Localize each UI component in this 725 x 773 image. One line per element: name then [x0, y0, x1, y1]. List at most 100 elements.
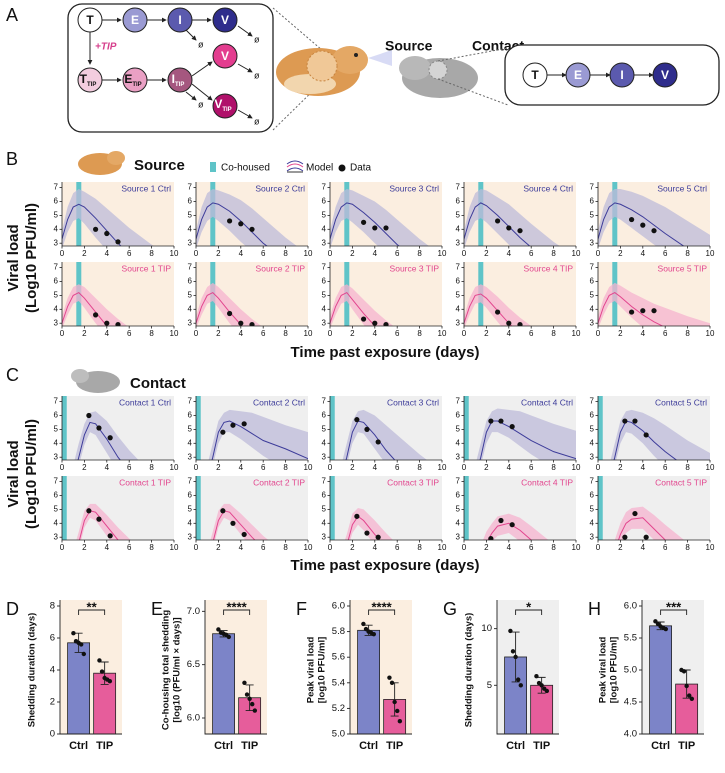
node [212, 93, 238, 119]
y-tick-label: 7 [456, 263, 461, 272]
y-tick-label: 3 [188, 318, 193, 327]
y-tick-label: 6.0 [187, 713, 200, 724]
bar-chart: F Peak viral load [log10 PFU/ml] Ctrl TIP 5.0… [296, 599, 412, 752]
source-hamster [272, 7, 392, 131]
cohoused-bar [464, 476, 469, 540]
subplot-title: Source 4 TIP [524, 263, 574, 273]
model-line [196, 202, 268, 246]
y-tick-label: 6 [54, 277, 59, 286]
cohoused-bar [598, 476, 603, 540]
data-point [392, 699, 397, 705]
x-tick-label: 10 [438, 543, 447, 552]
y-tick-label: 5 [456, 425, 461, 434]
subplot-title: Source 5 TIP [658, 263, 708, 273]
x-tick-label: 10 [438, 463, 447, 472]
x-tick-label: 0 [596, 543, 601, 552]
x-tick-label: 10 [170, 329, 179, 338]
model-band [74, 411, 139, 460]
y-axis-label: Shedding duration (days) [27, 613, 38, 728]
model-band [330, 188, 429, 246]
significance-label: **** [371, 599, 392, 614]
node-sub: TIP [222, 107, 231, 113]
x-tick-label: 4 [641, 329, 646, 338]
plot-area [330, 476, 394, 540]
subplot-title: Source 2 Ctrl [255, 183, 305, 193]
subplot-title: Source 4 Ctrl [523, 183, 573, 193]
x-tick-label: 6 [395, 249, 400, 258]
data-point [242, 680, 247, 685]
data-point [506, 320, 512, 326]
y-tick-label: 6 [54, 491, 59, 500]
data-point [371, 631, 376, 637]
y-tick-label: 7 [188, 263, 193, 272]
x-tick-label: 0 [60, 463, 65, 472]
data-point [495, 218, 501, 224]
y-tick-label: 7 [54, 397, 59, 406]
data-point [372, 225, 378, 231]
x-tick-label: 4 [239, 329, 244, 338]
model-line [212, 510, 256, 540]
data-point [651, 308, 657, 314]
x-tick-label: 2 [216, 543, 221, 552]
y-axis-label: (Log10 PFU/ml) [23, 203, 40, 313]
subplot-title: Source 5 Ctrl [657, 183, 707, 193]
panel-letter: A [6, 5, 18, 25]
data-point [681, 669, 687, 674]
data-point [689, 696, 695, 701]
significance-bracket [223, 609, 251, 615]
x-tick-label: 6 [663, 463, 668, 472]
x-tick-label: 2 [216, 329, 221, 338]
y-tick-label: 4.0 [624, 729, 637, 740]
x-tick-label: TIP [678, 740, 695, 752]
model-line [211, 420, 308, 460]
data-point [629, 216, 635, 223]
y-tick-label: 3 [590, 452, 595, 461]
x-tick-label: 0 [596, 249, 601, 258]
y-tick-label: 3 [322, 532, 327, 541]
y-tick-label: 5.8 [332, 626, 345, 637]
y-tick-label: 4 [188, 518, 193, 527]
model-line [487, 522, 532, 540]
x-tick-label: 0 [328, 543, 333, 552]
y-tick-label: 7 [590, 397, 595, 406]
y-tick-label: 7 [590, 477, 595, 486]
y-tick-label: 4 [54, 304, 59, 313]
x-tick-label: 6 [261, 463, 266, 472]
panel-letter: B [6, 149, 18, 169]
y-tick-label: 4 [590, 518, 595, 527]
x-tick-label: 2 [484, 543, 489, 552]
cohoused-bar [196, 396, 201, 460]
subplot: 0 2 4 6 8 10 3 4 5 6 7 Source 5 TIP [590, 262, 715, 338]
data-point [230, 422, 236, 428]
data-point [361, 621, 366, 627]
x-tick-label: 2 [216, 249, 221, 258]
y-tick-label: 4 [590, 304, 595, 313]
node-label: ETIP [124, 72, 141, 87]
y-tick-label: 6 [188, 411, 193, 420]
model-line [62, 203, 122, 246]
plot-area [598, 476, 685, 540]
plot-area [62, 396, 139, 460]
x-tick-label: 10 [572, 463, 581, 472]
x-tick-label: 8 [149, 543, 154, 552]
subplot: 0 2 4 6 8 10 3 4 5 6 7 Source 2 Ctrl [188, 182, 313, 258]
x-tick-label: 10 [706, 543, 715, 552]
model-line [598, 202, 685, 246]
data-point [509, 522, 515, 528]
y-tick-label: 5.6 [332, 652, 345, 663]
x-tick-label: 2 [618, 329, 623, 338]
plot-area [196, 182, 297, 246]
y-tick-label: 5 [188, 425, 193, 434]
y-tick-label: 7 [322, 397, 327, 406]
data-point [389, 680, 395, 685]
node [77, 67, 103, 93]
y-tick-label: 6 [54, 411, 59, 420]
data-point [115, 322, 121, 326]
x-tick-label: 10 [438, 329, 447, 338]
data-point [375, 439, 381, 445]
x-tick-label: 8 [417, 543, 422, 552]
x-tick-label: 6 [395, 329, 400, 338]
y-tick-label: 6 [456, 197, 461, 206]
legend-label: Co-housed [221, 163, 270, 174]
